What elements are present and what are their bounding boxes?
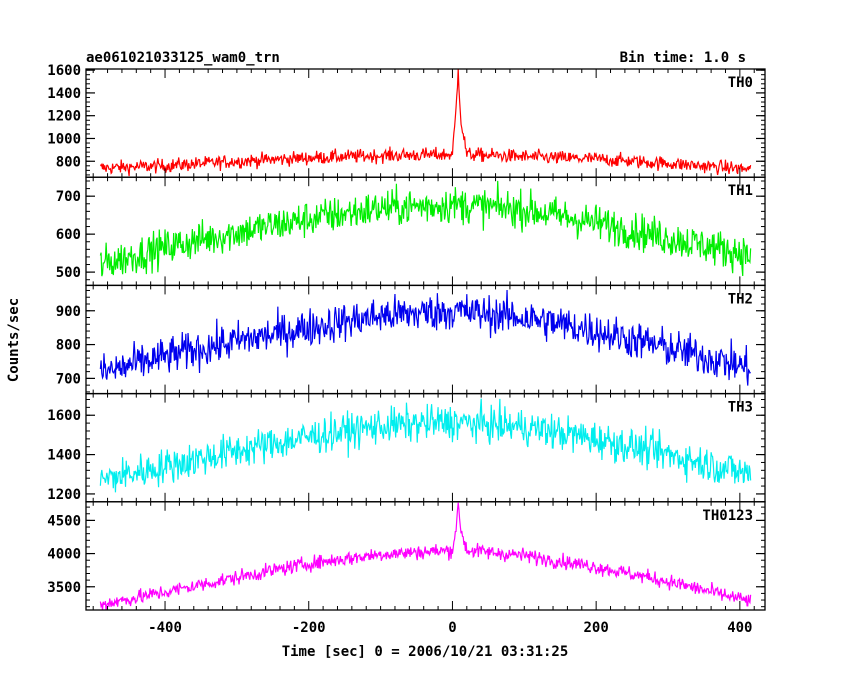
band-label-th3: TH3 [728, 400, 753, 416]
series-line-th2 [99, 290, 751, 386]
band-label-th2: TH2 [728, 291, 753, 307]
panel-stack: 800 1000 1200 1400 1600 TH0 500 600 700 TH1 700 800… [47, 63, 766, 611]
x-tick-label: 0 [448, 620, 456, 636]
y-tick-label: 600 [56, 227, 81, 243]
y-tick-label: 1000 [47, 131, 81, 147]
y-tick-label: 700 [56, 189, 81, 205]
x-axis-title: Time [sec] 0 = 2006/10/21 03:31:25 [282, 644, 569, 660]
panel-th1: 500 600 700 TH1 [56, 176, 766, 287]
y-tick-label: 500 [56, 265, 81, 281]
series-line-th0123 [99, 502, 752, 610]
panel-frame [85, 501, 766, 611]
y-tick-label: 900 [56, 304, 81, 320]
x-axis: -400 -200 0 200 400 [148, 620, 752, 636]
y-tick-label: 800 [56, 154, 81, 170]
panel-th2: 700 800 900 TH2 [56, 284, 766, 395]
y-tick-label: 800 [56, 338, 81, 354]
band-label-th1: TH1 [728, 183, 753, 199]
series-line-th3 [99, 398, 752, 493]
y-tick-label: 4500 [47, 513, 81, 529]
x-tick-label: -200 [292, 620, 326, 636]
y-tick-label: 1400 [47, 448, 81, 464]
panel-th0: 800 1000 1200 1400 1600 TH0 [47, 63, 766, 178]
panel-frame [85, 176, 766, 287]
band-label-th0: TH0 [728, 75, 753, 91]
y-tick-label: 1200 [47, 109, 81, 125]
bin-time-label: Bin time: 1.0 s [620, 50, 746, 66]
y-tick-label: 1600 [47, 408, 81, 424]
y-tick-label: 4000 [47, 547, 81, 563]
y-tick-label: 1400 [47, 86, 81, 102]
x-tick-label: 400 [727, 620, 752, 636]
x-tick-label: 200 [583, 620, 608, 636]
x-tick-label: -400 [148, 620, 182, 636]
panel-frame [85, 392, 766, 503]
y-axis-title: Counts/sec [6, 298, 22, 382]
panel-th3: 1200 1400 1600 TH3 [47, 392, 766, 503]
y-tick-label: 3500 [47, 580, 81, 596]
chart-title: ae061021033125_wam0_trn [86, 50, 280, 66]
series-line-th0 [99, 69, 752, 177]
y-tick-label: 700 [56, 371, 81, 387]
series-line-th1 [99, 180, 752, 277]
band-label-th0123: TH0123 [702, 508, 753, 524]
y-tick-label: 1200 [47, 487, 81, 503]
panel-th0123: 3500 4000 4500 TH0123 [47, 501, 766, 611]
y-tick-label: 1600 [47, 63, 81, 79]
